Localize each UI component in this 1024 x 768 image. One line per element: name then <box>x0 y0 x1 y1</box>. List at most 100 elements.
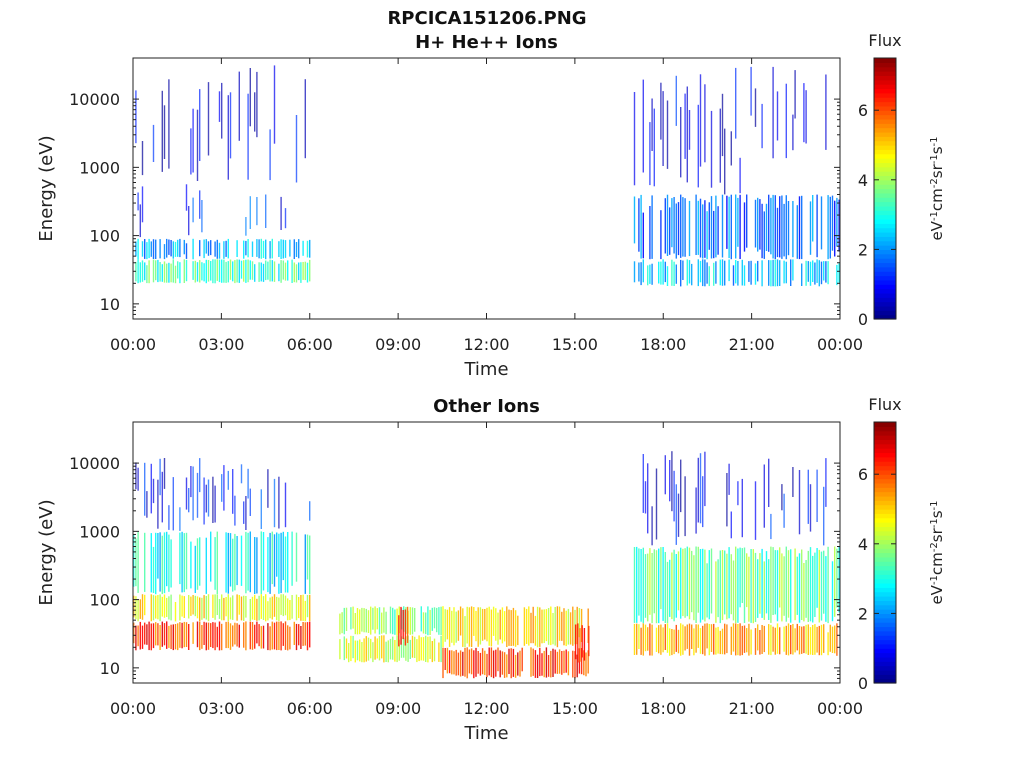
flux-cell <box>367 637 370 661</box>
y-axis-label: Energy (eV) <box>36 499 57 605</box>
flux-cell <box>205 484 207 513</box>
colorbar-step <box>874 140 896 146</box>
flux-cell <box>724 550 726 615</box>
flux-cell <box>141 260 144 282</box>
flux-cell <box>300 595 302 621</box>
flux-cell <box>534 615 537 646</box>
flux-cell <box>517 615 519 646</box>
flux-cell <box>172 624 174 651</box>
flux-cell <box>433 638 436 662</box>
colorbar-step <box>874 88 896 94</box>
colorbar-step <box>874 509 896 514</box>
flux-cell <box>477 607 479 647</box>
flux-cell <box>177 261 179 279</box>
flux-cell <box>262 625 265 649</box>
flux-cell <box>256 537 258 594</box>
flux-cell <box>394 609 396 635</box>
flux-cell <box>179 622 181 648</box>
flux-cell <box>287 532 289 593</box>
flux-cell <box>829 624 831 652</box>
flux-cell <box>455 649 457 676</box>
colorbar-step <box>874 461 896 467</box>
flux-cell <box>702 476 704 528</box>
flux-cell <box>262 596 265 620</box>
flux-cell <box>772 259 774 287</box>
flux-cell <box>787 201 790 256</box>
flux-cell <box>137 532 139 593</box>
flux-cell <box>695 546 697 623</box>
flux-cell <box>710 196 713 259</box>
flux-cell <box>170 624 172 649</box>
flux-cell <box>284 240 287 258</box>
flux-cell <box>754 481 757 540</box>
flux-cell <box>273 594 276 617</box>
flux-cell <box>155 595 157 619</box>
flux-cell <box>750 66 752 116</box>
flux-cell <box>309 535 311 595</box>
flux-cell <box>675 264 677 284</box>
flux-cell <box>737 261 739 286</box>
flux-cell <box>210 261 212 281</box>
flux-cell <box>177 239 179 257</box>
flux-cell <box>135 596 137 620</box>
flux-cell <box>166 597 168 617</box>
flux-cell <box>488 606 490 646</box>
flux-cell <box>161 471 163 523</box>
flux-cell <box>510 648 512 679</box>
flux-cell <box>420 637 422 661</box>
flux-cell <box>168 596 170 620</box>
flux-cell <box>221 259 223 283</box>
flux-cell <box>302 262 304 280</box>
flux-cell <box>660 547 662 610</box>
colorbar-step <box>874 443 896 449</box>
flux-cell <box>133 622 135 644</box>
flux-cell <box>688 623 691 656</box>
flux-cell <box>801 549 803 620</box>
colorbar-step <box>874 513 896 519</box>
flux-cell <box>475 647 477 677</box>
flux-cell <box>146 491 148 518</box>
flux-cell <box>719 630 721 655</box>
flux-cell <box>273 261 276 282</box>
flux-cell <box>245 496 247 530</box>
colorbar-step <box>874 197 896 203</box>
flux-cell <box>664 455 666 495</box>
flux-cell <box>258 595 260 621</box>
flux-cell <box>765 551 768 614</box>
flux-cell <box>763 464 765 528</box>
colorbar-step <box>874 97 896 103</box>
flux-cell <box>499 650 501 678</box>
flux-cell <box>157 533 159 579</box>
flux-cell <box>196 109 199 181</box>
flux-cell <box>161 621 163 647</box>
figure-filename: RPCICA151206.PNG <box>387 8 586 29</box>
colorbar-step <box>874 58 896 63</box>
flux-cell <box>185 477 188 510</box>
flux-cell <box>807 624 809 655</box>
flux-cell <box>179 532 181 585</box>
colorbar-step <box>874 669 896 675</box>
flux-cell <box>695 194 697 255</box>
flux-cell <box>774 259 776 287</box>
flux-cell <box>243 240 245 259</box>
x-axis: 00:00 03:00 06:00 09:00 12:00 15:00 18:00 21:00… <box>110 422 863 718</box>
flux-cell <box>818 260 820 287</box>
flux-cell <box>236 594 238 621</box>
flux-cell <box>254 264 256 282</box>
flux-cell <box>774 550 776 615</box>
flux-cell <box>448 650 451 674</box>
flux-cell <box>481 608 484 641</box>
flux-cell <box>144 594 146 616</box>
colorbar: 0 2 4 6 Flux eV-1cm-2sr-1s-1 <box>858 395 946 693</box>
x-tick-label: 12:00 <box>463 699 509 718</box>
x-tick-label: 00:00 <box>110 335 156 354</box>
flux-cell <box>823 550 825 614</box>
flux-cell <box>536 654 539 678</box>
flux-cell <box>444 648 446 670</box>
flux-cell <box>245 240 247 256</box>
flux-cell <box>205 259 207 284</box>
flux-cell <box>691 550 693 613</box>
flux-cell <box>446 647 449 674</box>
flux-cell <box>543 650 545 678</box>
